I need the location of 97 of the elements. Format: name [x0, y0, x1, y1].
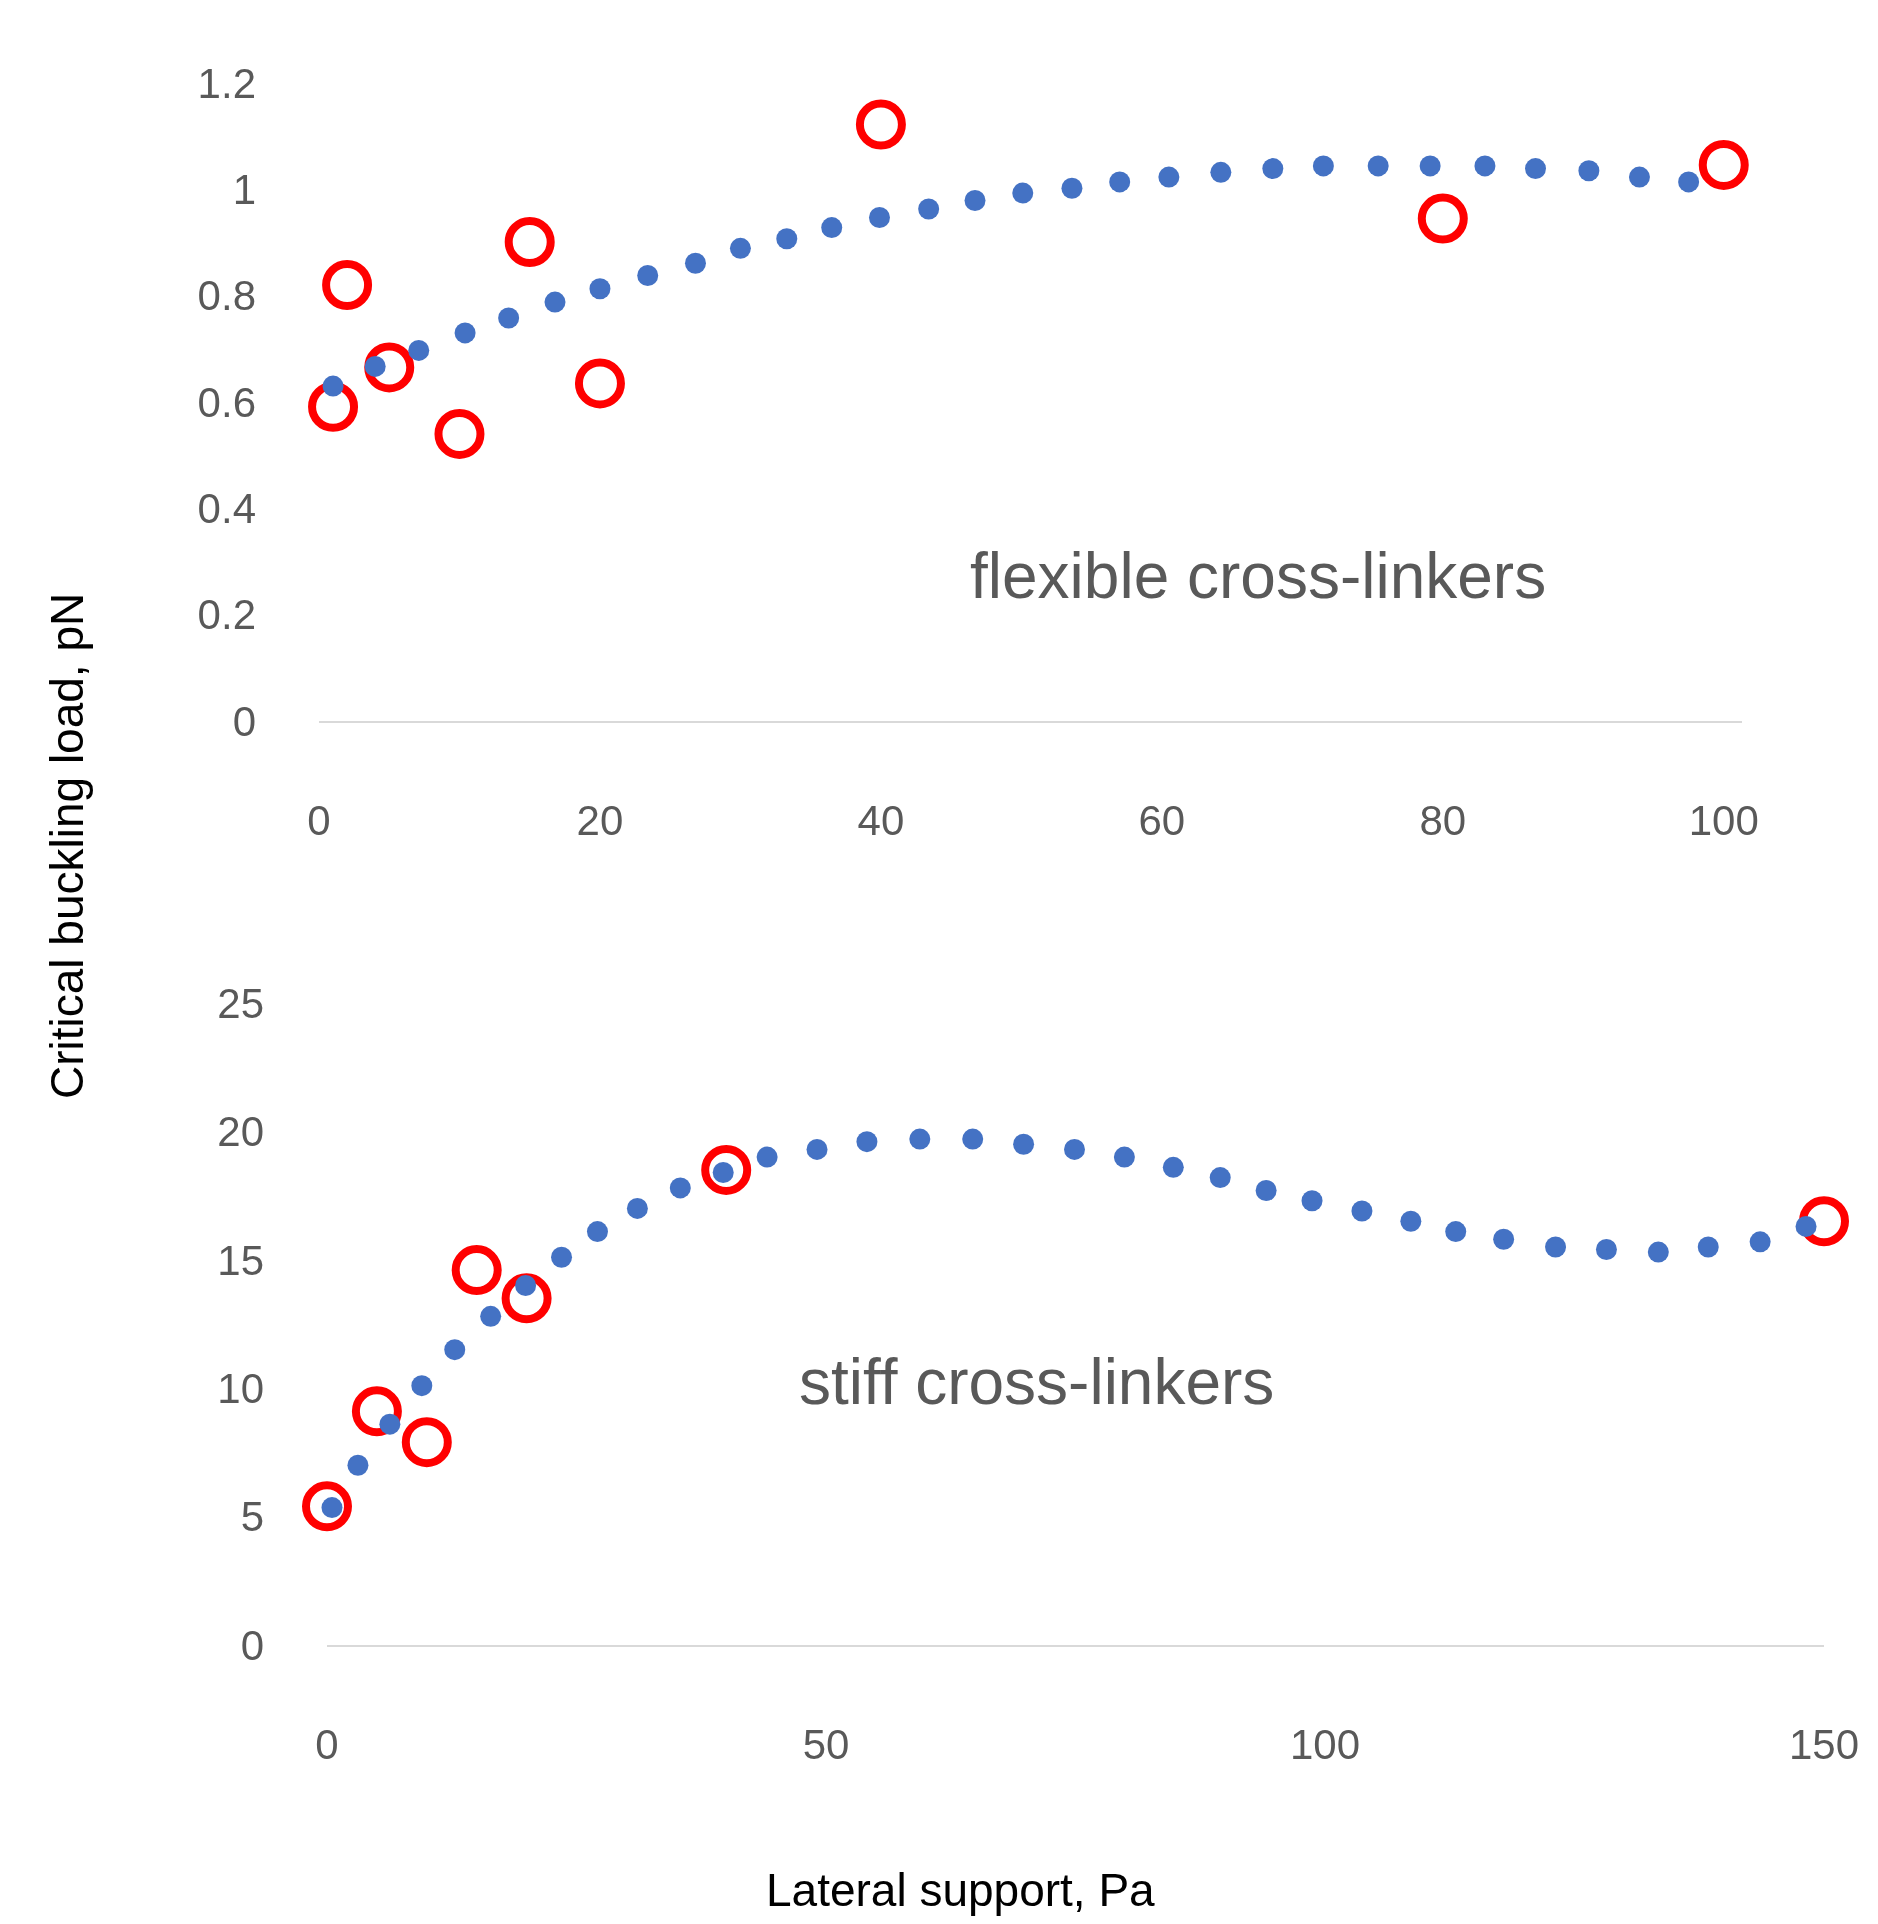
point — [856, 1131, 878, 1153]
x-axis-title: Lateral support, Pa — [766, 1864, 1156, 1916]
y-tick-label: 0 — [240, 1621, 264, 1669]
point — [1493, 1228, 1515, 1250]
point — [347, 1454, 369, 1476]
point — [411, 1375, 433, 1397]
point — [364, 355, 386, 377]
annotation: stiff cross-linkers — [799, 1346, 1275, 1418]
point — [918, 198, 940, 220]
point — [855, 99, 906, 150]
point — [1367, 155, 1389, 177]
point — [1209, 1167, 1231, 1189]
point — [322, 375, 344, 397]
point — [729, 237, 751, 259]
point — [1697, 1236, 1719, 1258]
point — [1474, 155, 1496, 177]
point — [1061, 177, 1083, 199]
point — [964, 190, 986, 211]
point — [684, 252, 706, 274]
point — [544, 291, 566, 313]
point — [586, 1221, 608, 1243]
y-tick-label: 25 — [217, 979, 264, 1027]
point — [1678, 171, 1700, 193]
point — [1210, 161, 1232, 183]
x-tick-label: 50 — [802, 1721, 850, 1769]
point — [909, 1128, 931, 1150]
y-tick-label: 10 — [217, 1364, 264, 1412]
x-tick-label: 20 — [576, 797, 624, 845]
point — [480, 1305, 502, 1327]
point — [434, 408, 485, 459]
point — [408, 339, 430, 361]
y-tick-label: 5 — [240, 1493, 264, 1541]
point — [1351, 1200, 1373, 1222]
y-axis-title: Critical buckling load, pN — [41, 592, 93, 1099]
point — [962, 1128, 984, 1150]
point — [454, 322, 476, 344]
x-tick-label: 100 — [1688, 797, 1759, 845]
y-tick-label: 0.8 — [197, 272, 256, 320]
y-tick-label: 1 — [232, 166, 256, 214]
point — [1301, 1190, 1323, 1212]
y-tick-label: 0.4 — [197, 485, 256, 533]
point — [1795, 1215, 1817, 1237]
point — [756, 1146, 778, 1168]
point — [1749, 1231, 1771, 1253]
x-tick-label: 100 — [1289, 1721, 1361, 1769]
point — [551, 1246, 573, 1268]
point — [1419, 155, 1441, 177]
point — [401, 1417, 452, 1468]
point — [444, 1339, 466, 1361]
point — [1158, 166, 1180, 188]
x-tick-label: 0 — [315, 1721, 339, 1769]
point — [1162, 1156, 1184, 1178]
annotation: flexible cross-linkers — [970, 540, 1547, 612]
y-tick-label: 0 — [232, 697, 256, 745]
point — [669, 1177, 691, 1199]
point — [1545, 1236, 1567, 1258]
point — [574, 358, 625, 409]
point — [1064, 1138, 1085, 1160]
point — [1628, 166, 1650, 188]
x-tick-label: 40 — [857, 797, 905, 845]
point — [1312, 155, 1334, 177]
point — [1109, 171, 1131, 193]
point — [504, 216, 555, 267]
y-tick-label: 0.6 — [197, 378, 256, 426]
point — [1647, 1241, 1669, 1263]
x-tick-label: 150 — [1788, 1721, 1860, 1769]
point — [1417, 193, 1468, 244]
point — [1698, 139, 1749, 190]
point — [1445, 1221, 1467, 1243]
point — [589, 278, 611, 300]
point — [1595, 1239, 1617, 1261]
y-tick-label: 1.2 — [197, 59, 256, 107]
point — [1578, 160, 1600, 182]
point — [821, 217, 843, 239]
point — [869, 207, 890, 228]
point — [498, 307, 520, 329]
point — [776, 228, 798, 250]
point — [1013, 1133, 1035, 1155]
point — [451, 1245, 502, 1296]
point — [1012, 182, 1034, 204]
point — [1262, 158, 1284, 180]
point — [1525, 158, 1546, 180]
point — [626, 1197, 648, 1219]
point — [1113, 1146, 1135, 1168]
y-tick-label: 0.2 — [197, 591, 256, 639]
point — [379, 1413, 401, 1435]
x-tick-label: 0 — [307, 797, 331, 845]
point — [1255, 1179, 1277, 1201]
x-tick-label: 80 — [1419, 797, 1467, 845]
point — [1400, 1210, 1422, 1232]
point — [322, 260, 373, 311]
point — [806, 1138, 828, 1160]
point — [637, 264, 659, 286]
x-tick-label: 60 — [1138, 797, 1186, 845]
y-tick-label: 20 — [217, 1108, 264, 1156]
point — [515, 1274, 537, 1296]
y-tick-label: 15 — [217, 1236, 264, 1284]
